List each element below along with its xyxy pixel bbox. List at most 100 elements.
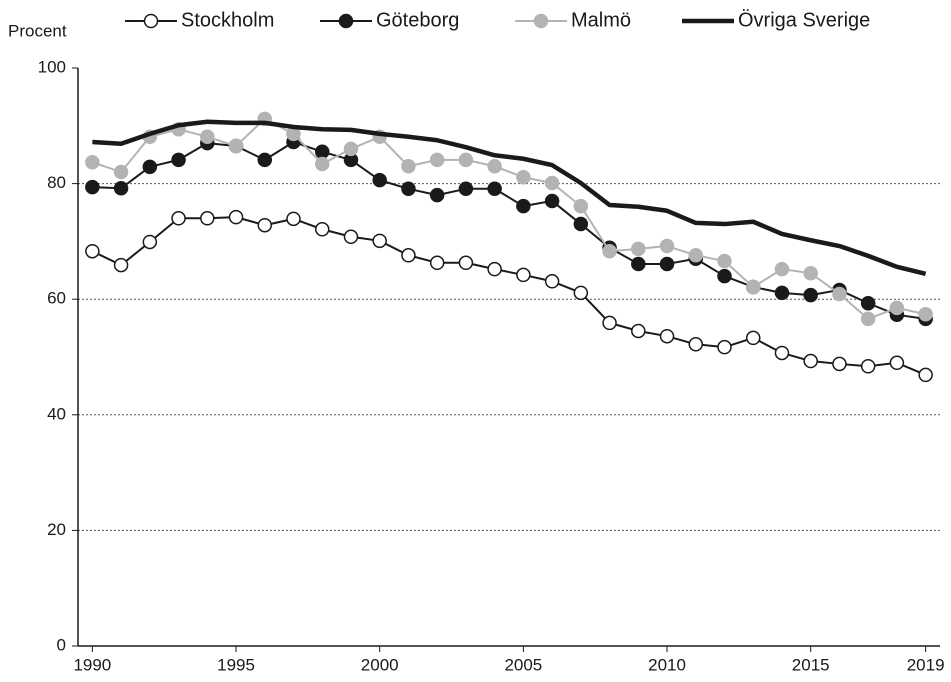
marker <box>659 328 675 344</box>
marker <box>631 241 646 257</box>
marker <box>458 152 474 168</box>
marker <box>544 175 560 191</box>
marker <box>544 193 560 209</box>
marker <box>401 248 416 263</box>
marker <box>889 300 905 316</box>
marker <box>429 152 445 168</box>
marker <box>257 217 273 233</box>
marker <box>257 152 273 168</box>
y-tick-label: 20 <box>47 520 66 539</box>
marker <box>228 138 244 154</box>
y-tick-label: 0 <box>57 635 66 654</box>
y-axis-label: Procent <box>8 21 67 40</box>
marker <box>343 229 359 245</box>
marker <box>803 353 818 369</box>
x-tick-label: 1990 <box>73 655 111 674</box>
marker <box>745 279 761 295</box>
marker <box>171 152 186 168</box>
marker <box>113 164 129 180</box>
marker <box>717 339 732 355</box>
legend-label: Övriga Sverige <box>738 9 870 31</box>
marker <box>774 345 790 361</box>
marker <box>602 315 617 331</box>
marker <box>918 367 933 383</box>
marker <box>516 198 531 214</box>
legend-label: Stockholm <box>181 9 274 31</box>
y-tick-label: 100 <box>38 57 66 76</box>
marker <box>832 356 847 372</box>
marker <box>860 311 876 327</box>
series-line <box>92 140 926 320</box>
x-tick-label: 1995 <box>217 655 255 674</box>
marker <box>860 358 876 374</box>
marker <box>688 248 704 263</box>
marker <box>372 233 387 249</box>
marker <box>286 211 301 227</box>
marker <box>113 180 129 196</box>
marker <box>458 255 474 271</box>
y-tick-label: 60 <box>47 289 66 308</box>
marker <box>889 355 905 371</box>
marker <box>717 253 732 269</box>
marker <box>228 209 244 225</box>
marker <box>314 222 330 237</box>
marker <box>314 156 330 172</box>
x-tick-label: 2005 <box>504 655 542 674</box>
marker <box>429 187 445 203</box>
marker <box>401 159 416 174</box>
y-tick-label: 40 <box>47 404 66 423</box>
marker <box>142 234 158 250</box>
marker <box>774 261 790 277</box>
marker <box>372 172 387 188</box>
marker <box>631 323 646 339</box>
marker <box>458 181 474 197</box>
marker <box>602 243 617 259</box>
series-line <box>92 119 927 276</box>
marker <box>487 181 502 197</box>
marker <box>573 285 589 301</box>
y-tick-label: 80 <box>47 173 66 192</box>
marker <box>803 265 818 281</box>
marker <box>343 141 359 157</box>
marker <box>200 129 215 145</box>
marker <box>573 198 589 214</box>
marker <box>516 169 531 185</box>
x-tick-label: 2000 <box>361 655 399 674</box>
marker <box>544 274 560 289</box>
marker <box>745 330 761 346</box>
legend-marker <box>338 13 354 29</box>
marker <box>516 267 531 283</box>
marker <box>860 295 876 311</box>
marker <box>659 238 675 254</box>
x-tick-label: 2019 <box>907 655 945 674</box>
marker <box>832 286 847 302</box>
marker <box>142 159 158 175</box>
legend-label: Malmö <box>571 9 631 31</box>
marker <box>85 243 100 259</box>
marker <box>918 306 933 322</box>
marker <box>113 257 129 273</box>
marker <box>631 256 646 272</box>
marker <box>429 255 445 271</box>
marker <box>659 256 675 272</box>
marker <box>171 211 186 226</box>
marker <box>85 179 100 195</box>
x-tick-label: 2015 <box>792 655 830 674</box>
legend-marker <box>533 13 549 29</box>
marker <box>487 261 502 277</box>
x-tick-label: 2010 <box>648 655 686 674</box>
series-line <box>91 216 927 376</box>
marker <box>85 154 100 170</box>
marker <box>487 159 502 174</box>
marker <box>717 268 732 284</box>
marker <box>688 337 704 352</box>
marker <box>314 144 330 160</box>
marker <box>803 287 818 303</box>
marker <box>401 181 416 197</box>
marker <box>200 211 215 226</box>
marker <box>573 216 589 232</box>
legend-marker <box>143 13 159 29</box>
legend-label: Göteborg <box>376 9 459 31</box>
